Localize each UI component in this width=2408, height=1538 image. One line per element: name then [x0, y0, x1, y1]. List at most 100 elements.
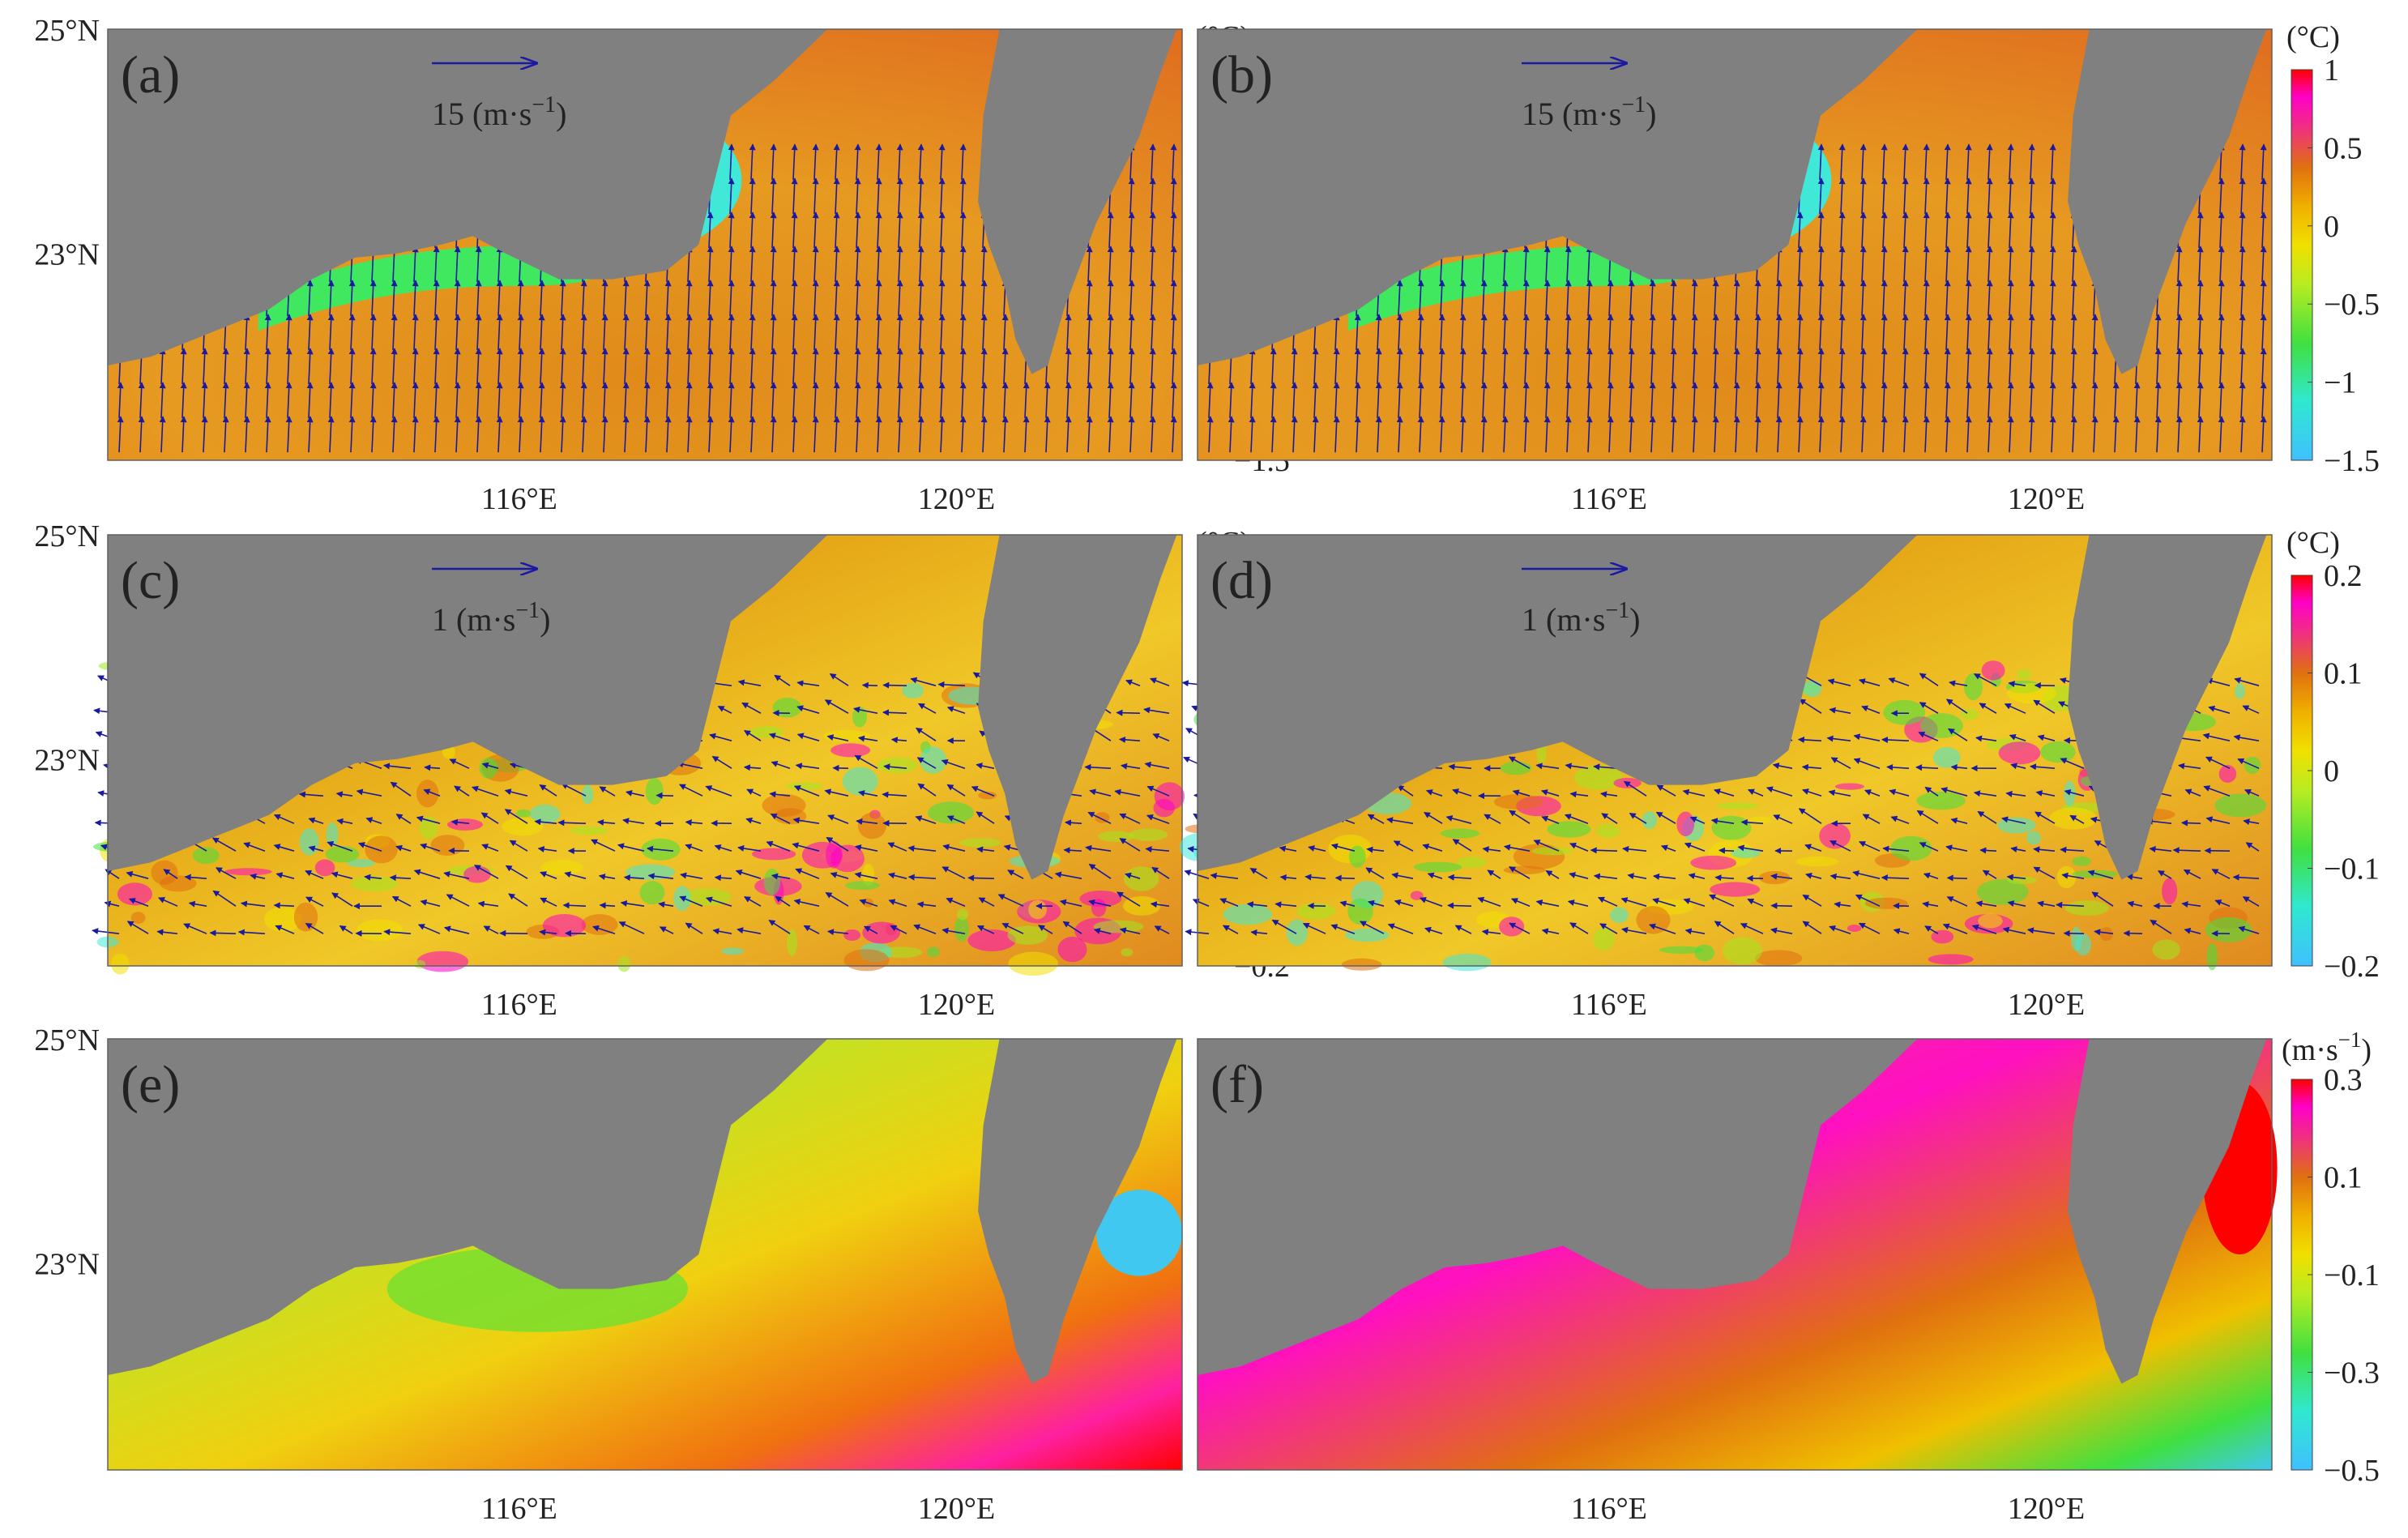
wind-arrow	[812, 177, 819, 215]
wind-arrow	[917, 314, 924, 351]
wind-arrow	[2154, 416, 2162, 453]
wind-arrow	[2154, 314, 2162, 351]
wind-arrow	[728, 280, 735, 317]
wind-arrow	[771, 760, 791, 769]
wind-arrow	[264, 382, 271, 419]
wind-arrow	[1128, 314, 1135, 351]
x-tick-label: 120°E	[918, 1492, 995, 1526]
wind-arrow	[882, 681, 907, 689]
wind-arrow	[2007, 416, 2014, 453]
wind-arrow	[833, 211, 840, 249]
wind-arrow	[833, 143, 840, 181]
wind-arrow	[1859, 177, 1867, 215]
wind-arrow	[1107, 382, 1114, 419]
wind-arrow	[2175, 280, 2183, 317]
wind-arrow	[2133, 416, 2141, 453]
wind-arrow	[1986, 246, 1993, 283]
wind-arrow	[201, 416, 208, 453]
wind-arrow	[1754, 382, 1761, 419]
wind-arrow	[1001, 348, 1009, 385]
wind-arrow	[391, 280, 398, 317]
wind-arrow	[1086, 348, 1093, 385]
wind-arrow	[1396, 348, 1403, 385]
wind-arrow	[1923, 416, 1930, 453]
wind-arrow	[2154, 348, 2162, 385]
wind-arrow	[475, 382, 482, 419]
wind-arrow	[770, 246, 777, 283]
wind-arrow	[369, 416, 377, 453]
wind-arrow	[709, 733, 732, 741]
wind-arrow	[1170, 416, 1177, 453]
colorbar-tick-label: 1	[2324, 53, 2339, 88]
wind-arrow	[1170, 280, 1177, 317]
anomaly-blob	[786, 782, 823, 790]
wind-arrow	[853, 706, 878, 714]
wind-arrow	[1838, 314, 1846, 351]
anomaly-blob	[1349, 845, 1366, 868]
wind-arrow	[770, 177, 777, 215]
wind-arrow	[454, 280, 461, 317]
wind-arrow	[412, 382, 419, 419]
wind-arrow	[791, 416, 798, 453]
wind-arrow	[717, 705, 732, 714]
anomaly-blob	[927, 946, 940, 958]
x-tick-label: 116°E	[1571, 1492, 1647, 1526]
wind-arrow	[348, 280, 356, 317]
anomaly-blob	[1440, 828, 1480, 839]
panel-b: (b)15 (m·s−1)116°E 120°E(°C)10.50−0.5−1−1…	[1197, 20, 2380, 516]
wind-arrow	[1354, 348, 1361, 385]
panel-d: (d)1 (m·s−1)116°E 120°E(°C)0.20.10−0.1−0.…	[1179, 526, 2380, 1022]
wind-arrow	[1249, 382, 1256, 419]
wind-arrow	[1986, 177, 1993, 215]
wind-arrow	[1438, 280, 1445, 317]
mainland	[108, 29, 828, 365]
wind-arrow	[2028, 314, 2035, 351]
wind-arrow	[938, 246, 946, 283]
wind-arrow	[222, 416, 229, 453]
wind-arrow	[1417, 348, 1424, 385]
wind-arrow	[2175, 246, 2183, 283]
wind-arrow	[833, 280, 840, 317]
wind-arrow	[2260, 280, 2267, 317]
wind-arrow	[159, 382, 166, 419]
wind-arrow	[180, 382, 187, 419]
anomaly-blob	[2162, 878, 2178, 905]
wind-arrow	[1023, 382, 1030, 419]
wind-arrow	[1149, 177, 1156, 215]
wind-arrow	[1438, 314, 1445, 351]
wind-arrow	[749, 177, 756, 215]
wind-arrow	[1944, 382, 1951, 419]
anomaly-blob	[787, 929, 798, 956]
wind-arrow	[2239, 177, 2246, 215]
anomaly-blob	[293, 902, 318, 932]
wind-arrow	[1965, 280, 1972, 317]
wind-arrow	[854, 382, 861, 419]
wind-arrow	[1986, 348, 1993, 385]
wind-arrow	[857, 735, 878, 742]
anomaly-blob	[1642, 811, 1658, 830]
wind-arrow	[1249, 416, 1256, 453]
wind-arrow	[1986, 314, 1993, 351]
wind-arrow	[1838, 246, 1846, 283]
wind-arrow	[201, 382, 208, 419]
anomaly-blob	[959, 838, 1001, 848]
wind-arrow	[1565, 416, 1572, 453]
wind-arrow	[749, 143, 756, 181]
wind-arrow	[896, 416, 903, 453]
wind-arrow	[2091, 348, 2098, 385]
wind-arrow	[348, 348, 356, 385]
wind-arrow	[1149, 314, 1156, 351]
wind-arrow	[306, 382, 314, 419]
wind-arrow	[1775, 348, 1783, 385]
wind-arrow	[743, 764, 762, 771]
wind-arrow	[454, 246, 461, 283]
wind-arrow	[1670, 382, 1677, 419]
wind-arrow	[2133, 382, 2141, 419]
wind-arrow	[1893, 902, 1910, 909]
wind-arrow	[1775, 314, 1783, 351]
wind-arrow	[1859, 382, 1867, 419]
colorbar: (m·s−1)0.3 0.1 −0.1 −0.3 −0.5	[2282, 1027, 2380, 1488]
wind-arrow	[833, 348, 840, 385]
wind-arrow	[2239, 143, 2246, 181]
wind-arrow	[1543, 246, 1551, 283]
